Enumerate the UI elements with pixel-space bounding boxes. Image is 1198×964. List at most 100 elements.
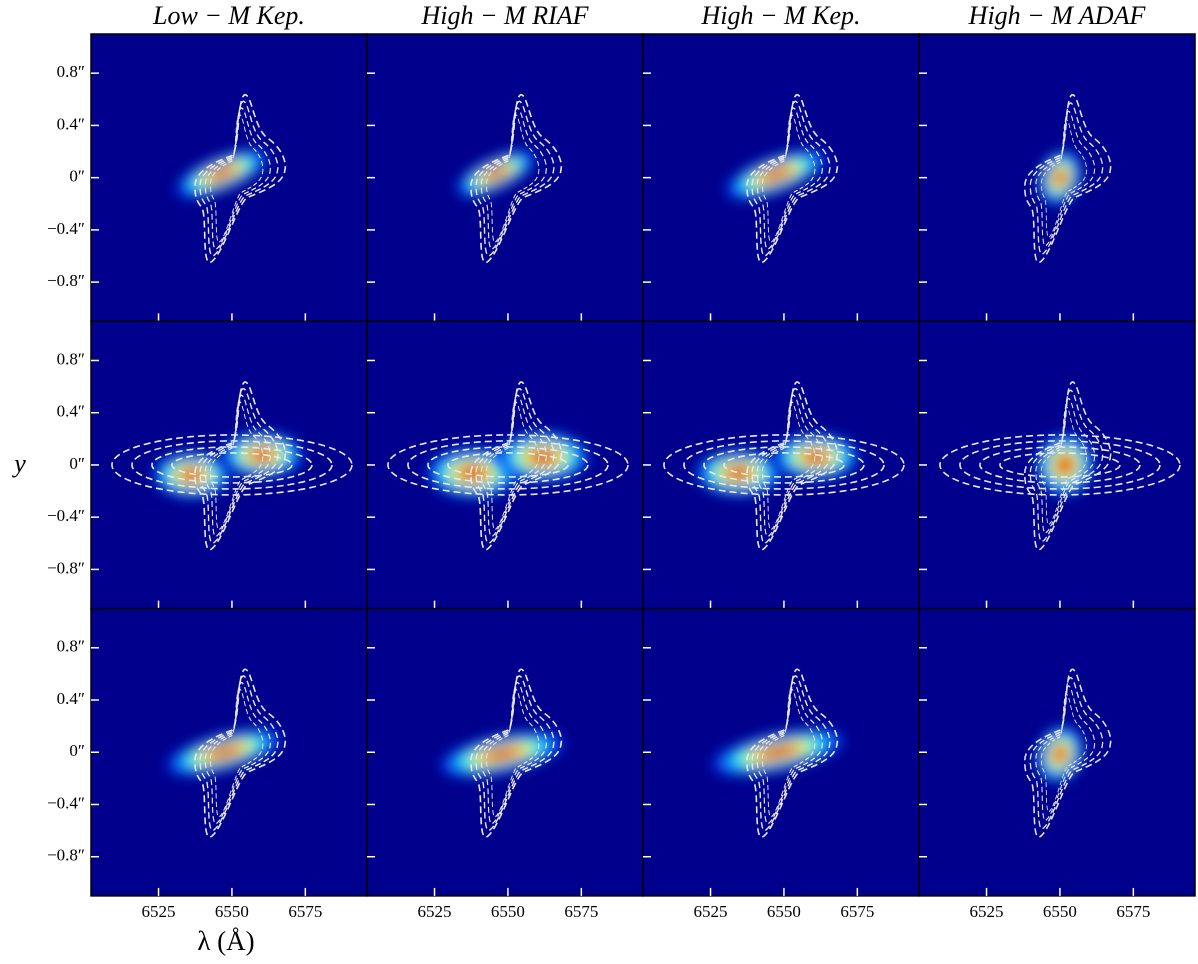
contours: [746, 93, 839, 264]
y-tick-label: 0.4″: [57, 402, 85, 421]
contour: [979, 446, 1141, 484]
y-tick-label: −0.4″: [47, 219, 85, 238]
x-tick-label: 6525: [970, 902, 1004, 921]
heatmap-blob: [177, 150, 267, 197]
contours: [387, 381, 629, 551]
contour: [387, 434, 629, 496]
contour: [999, 452, 1121, 478]
contour: [762, 401, 816, 531]
heatmap-blob: [1038, 151, 1081, 204]
contour: [1041, 406, 1088, 526]
x-tick-label: 6575: [564, 902, 598, 921]
contour: [762, 113, 816, 243]
heat-level: [1056, 750, 1064, 759]
x-tick-label: 6550: [491, 902, 525, 921]
panel: [643, 34, 919, 322]
y-tick-label: 0.4″: [57, 114, 85, 133]
x-tick-label: 6575: [288, 902, 322, 921]
x-tick-label: 6550: [1043, 902, 1077, 921]
heat-level: [769, 171, 783, 178]
contour: [1029, 676, 1104, 830]
contour: [703, 446, 865, 484]
contour: [210, 113, 264, 243]
column-title: High − M RIAF: [420, 1, 589, 30]
contours: [470, 668, 563, 839]
contours: [1024, 93, 1112, 264]
contours: [470, 93, 563, 264]
contour: [171, 452, 293, 478]
contour: [683, 440, 885, 490]
contours: [1024, 668, 1112, 839]
y-tick-label: 0.8″: [57, 62, 85, 81]
heatmap-blob: [713, 729, 843, 775]
y-tick-label: 0.8″: [57, 637, 85, 656]
contours: [939, 381, 1181, 551]
contour: [1041, 118, 1088, 238]
column-title: High − M Kep.: [700, 1, 860, 30]
column-title: Low − M Kep.: [152, 1, 305, 30]
contour: [1029, 102, 1104, 255]
contours: [746, 668, 839, 839]
heat-level: [256, 451, 268, 459]
y-tick-label: 0″: [69, 167, 85, 186]
contour: [959, 440, 1161, 490]
contour: [486, 401, 540, 531]
heat-level: [493, 751, 511, 758]
contour: [210, 401, 264, 531]
contour: [407, 440, 609, 490]
y-tick-label: 0.4″: [57, 689, 85, 708]
x-tick-label: 6575: [840, 902, 874, 921]
y-tick-label: −0.4″: [47, 793, 85, 812]
heat-level: [1061, 460, 1069, 470]
contour: [939, 434, 1181, 496]
contour: [486, 688, 540, 818]
contours: [194, 668, 287, 839]
heatmap-blob: [153, 452, 230, 497]
panel: [91, 321, 367, 609]
panel: [367, 321, 643, 609]
panel: [367, 608, 643, 896]
x-tick-label: 6550: [215, 902, 249, 921]
y-tick-label: −0.8″: [47, 558, 85, 577]
y-tick-label: −0.4″: [47, 506, 85, 525]
heatmap-blob: [167, 730, 281, 775]
contour: [486, 113, 540, 243]
panel: [91, 34, 367, 322]
contour: [210, 688, 264, 818]
panel: [919, 321, 1195, 609]
contour: [1029, 389, 1104, 543]
contour: [1041, 693, 1088, 813]
contour: [723, 452, 845, 478]
heat-level: [768, 749, 787, 756]
heat-level: [216, 749, 232, 756]
panel: [91, 608, 367, 896]
contours: [663, 381, 905, 551]
contour: [762, 688, 816, 818]
contour: [663, 434, 905, 496]
y-tick-label: 0.8″: [57, 349, 85, 368]
x-tick-label: 6575: [1116, 902, 1150, 921]
y-tick-label: −0.8″: [47, 271, 85, 290]
heat-level: [1057, 173, 1063, 182]
contour: [427, 446, 589, 484]
x-tick-label: 6525: [694, 902, 728, 921]
contours: [194, 93, 287, 264]
panel: [367, 34, 643, 322]
panel: [643, 608, 919, 896]
panel: [919, 608, 1195, 896]
heat-level: [215, 170, 229, 177]
y-tick-label: 0″: [69, 741, 85, 760]
x-tick-label: 6550: [767, 902, 801, 921]
x-tick-label: 6525: [418, 902, 452, 921]
x-axis-label: λ (Å): [197, 926, 254, 956]
contour: [447, 452, 569, 478]
panel: [919, 34, 1195, 322]
column-title: High − M ADAF: [968, 1, 1147, 30]
y-tick-label: −0.8″: [47, 846, 85, 865]
y-tick-label: 0″: [69, 454, 85, 473]
x-tick-label: 6525: [142, 902, 176, 921]
panel: [643, 321, 919, 609]
y-axis-label: y: [11, 449, 26, 478]
heat-level: [490, 170, 502, 177]
